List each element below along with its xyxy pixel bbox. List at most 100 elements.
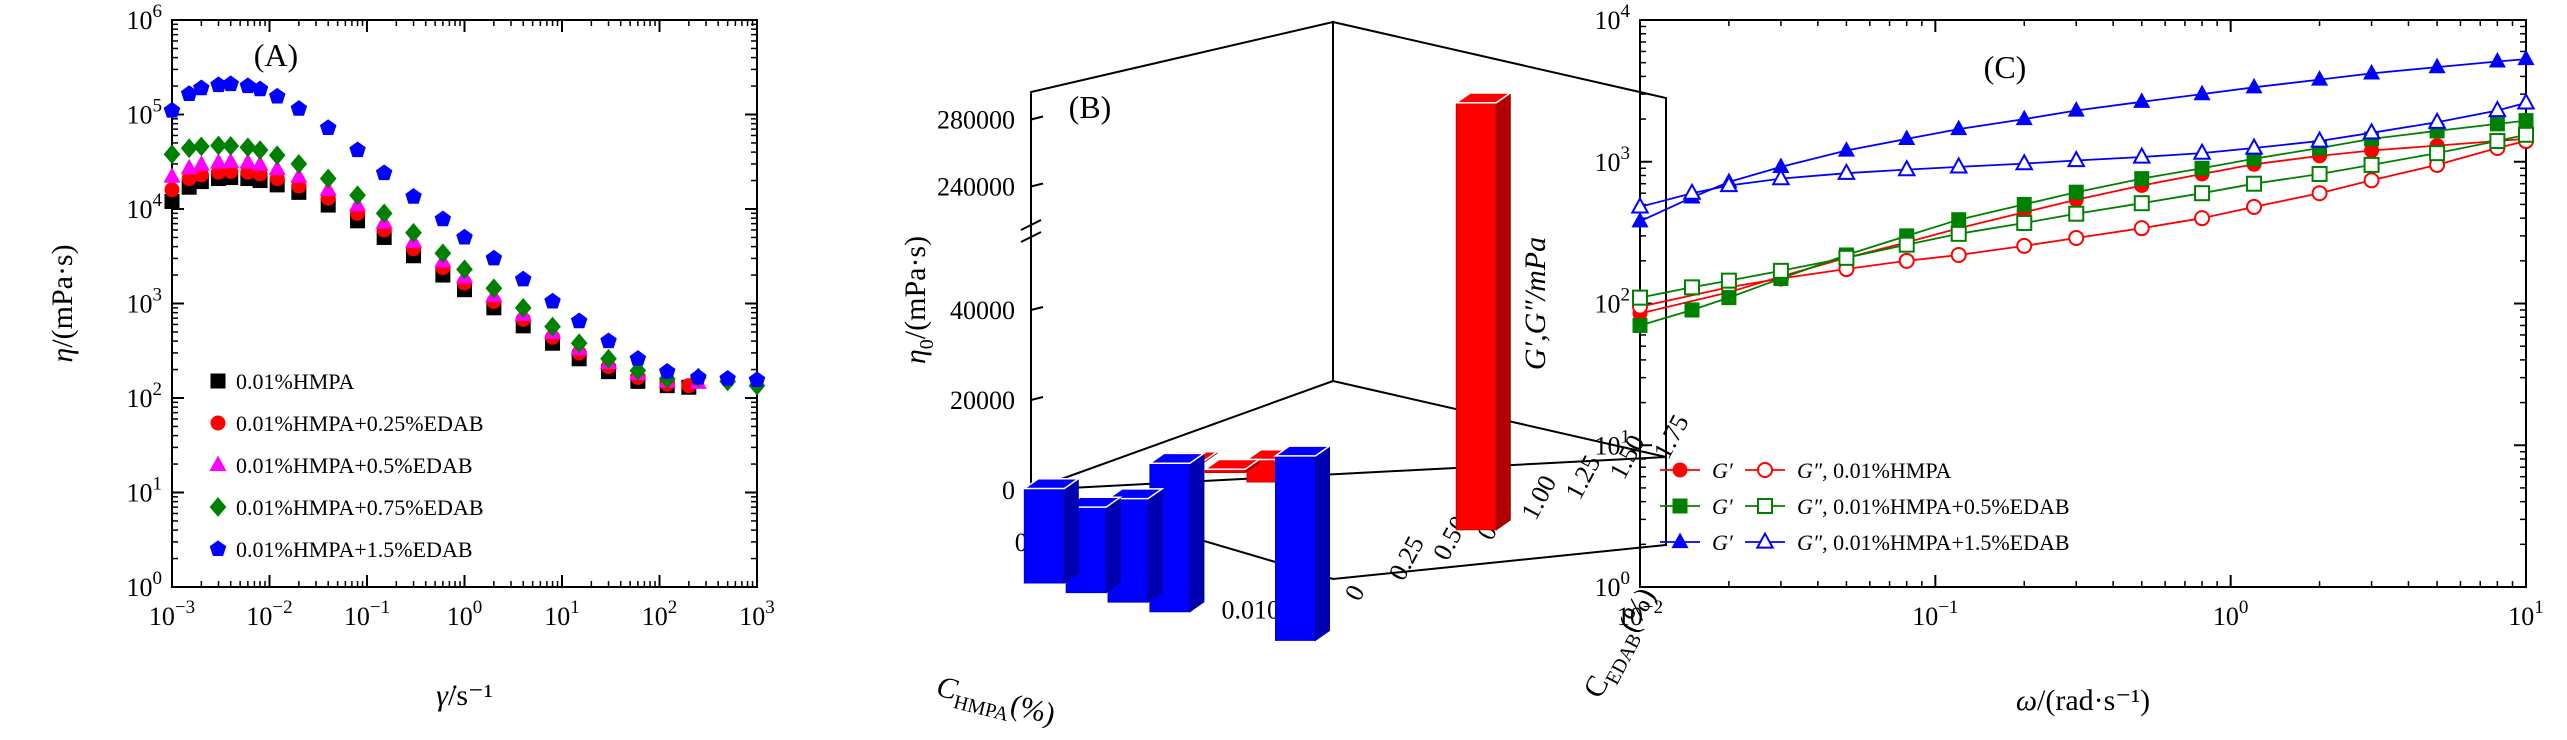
panel-c-data-point: [2192, 142, 2212, 160]
panel-c-data-point: [1632, 289, 1648, 306]
panel-a-x-tick-label: 102: [642, 597, 678, 631]
panel-a-data-point: [192, 136, 210, 157]
panel-b-y-tick-mark: [1030, 306, 1044, 311]
panel-a-data-point: [349, 141, 366, 158]
panel-b-bar-top: [1273, 445, 1332, 457]
panel-c-series-line: [1639, 140, 2527, 308]
panel-b-y-axis-symbol: η: [899, 349, 932, 364]
panel-a-legend-label: 0.01%HMPA: [236, 369, 354, 394]
panel-a-x-tick-label-base: 10: [149, 602, 175, 631]
panel-a-y-axis-unit: /(mPa·s): [46, 244, 79, 347]
panel-a-series-0: [164, 170, 697, 395]
panel-a-data-point: [434, 210, 452, 227]
panel-c-y-tick-label-exp: 3: [1621, 143, 1631, 164]
panel-c-legend-g2: G″: [1797, 530, 1823, 555]
panel-c-data-point: [2134, 171, 2150, 187]
panel-b-back-wall-right: [1332, 20, 1667, 459]
panel-c-data-point: [2311, 185, 2328, 202]
panel-a-y-tick-label-exp: 6: [153, 1, 163, 22]
panel-c-legend-g2: G″: [1797, 458, 1823, 483]
panel-a-legend-marker: [210, 373, 226, 389]
panel-c-data-point: [1684, 279, 1701, 296]
panel-c-data-point: [1950, 225, 1967, 242]
panel-b-y-axis-sub: 0: [916, 339, 938, 349]
panel-c-data-point: [2311, 70, 2329, 86]
panel-b-floor: [1030, 455, 1667, 581]
panel-c-legend-marker-filled: [1671, 532, 1689, 549]
panel-a-y-tick-label-base: 10: [127, 195, 153, 224]
panel-c-data-point: [1898, 252, 1915, 269]
panel-b-label: (B): [1069, 89, 1112, 125]
panel-a-data-point: [163, 101, 181, 118]
panel-c-data-point: [2489, 133, 2506, 150]
panel-a-legend-label: 0.01%HMPA+0.5%EDAB: [236, 453, 473, 478]
panel-a-data-point: [192, 155, 210, 171]
panel-a-data-point: [375, 203, 393, 224]
panel-a-y-tick-label-exp: 2: [153, 379, 163, 400]
panel-c-data-point: [2363, 172, 2380, 189]
panel-a-legend-marker: [210, 415, 226, 431]
panel-c-legend-g2: G″: [1797, 494, 1823, 519]
panel-a-data-point: [514, 297, 532, 318]
panel-c-legend-text: , 0.01%HMPA+1.5%EDAB: [1822, 530, 2070, 555]
panel-a-data-point: [251, 80, 269, 97]
panel-a-y-tick-label-base: 10: [127, 290, 153, 319]
panel-b-axis-break-mark: [1020, 231, 1042, 243]
panel-c-series-2: [1632, 113, 2534, 333]
panel-b-bar: [1273, 445, 1332, 642]
panel-c-data-point: [2427, 111, 2447, 129]
panel-b-bar-top: [1021, 477, 1081, 490]
panel-a-data-point: [405, 222, 422, 243]
panel-c-legend-marker-filled: [1672, 498, 1688, 514]
panel-c-data-point: [2363, 63, 2381, 80]
panel-c-data-point: [2068, 205, 2085, 222]
panel-c-data-point: [1837, 162, 1856, 180]
panel-c-data-point: [2488, 52, 2506, 68]
panel-a-data-point: [209, 153, 228, 169]
panel-c-x-tick-label: 10−2: [1617, 597, 1663, 631]
panel-b-y-tick-mark: [1030, 396, 1044, 401]
panel-a-data-point: [290, 154, 308, 174]
panel-b-bar-side: [1105, 496, 1121, 594]
panel-a-y-tick-label-exp: 0: [153, 568, 163, 589]
panel-c-legend-marker-open: [1755, 531, 1775, 549]
panel-c-data-point: [2311, 165, 2328, 182]
panel-c-y-axis-label: G′,G″/mPa: [1519, 237, 1552, 370]
panel-c-y-tick-label-base: 10: [1595, 6, 1621, 35]
panel-c-x-tick-label-base: 10: [2213, 602, 2239, 631]
panel-c-data-point: [1950, 246, 1967, 263]
panel-a-data-point: [719, 370, 736, 386]
panel-a-data-point: [222, 152, 240, 169]
panel-c-x-tick-label-exp: −2: [1643, 597, 1663, 618]
panel-a-series-3: [163, 135, 766, 396]
panel-c-data-point: [2516, 92, 2536, 110]
panel-b-bar-side: [1314, 445, 1330, 642]
panel-c-x-tick-label: 101: [2508, 597, 2544, 631]
panel-b-bar: [1202, 458, 1262, 474]
panel-c-data-point: [1771, 168, 1791, 186]
panel-c-data-point: [1684, 302, 1700, 318]
panel-a-data-point: [210, 135, 227, 156]
panel-c-data-point: [2016, 196, 2032, 212]
panel-b-bar-top: [1202, 458, 1262, 471]
panel-a-y-tick-label-exp: 1: [153, 474, 163, 495]
panel-a-data-point: [349, 185, 366, 206]
panel-a-data-point: [456, 228, 473, 245]
panel-a-y-tick-label-base: 10: [127, 479, 153, 508]
panel-a-y-tick-label-base: 10: [127, 573, 153, 602]
panel-a-data-point: [269, 87, 286, 104]
panel-c-y-tick-label: 103: [1595, 143, 1631, 177]
panel-c-data-point: [1898, 236, 1915, 253]
panel-a-y-tick-label: 103: [127, 285, 163, 319]
panel-c-data-point: [2310, 130, 2329, 148]
panel-a-x-tick-label-base: 10: [344, 602, 370, 631]
panel-c-data-point: [2518, 126, 2534, 143]
panel-a-data-point: [434, 243, 452, 264]
panel-c-legend-text: , 0.01%HMPA: [1822, 458, 1951, 483]
panel-c-data-point: [1950, 119, 1968, 136]
panel-c-data-point: [2517, 49, 2535, 66]
panel-c-data-point: [2489, 116, 2505, 132]
panel-b-edab-tick-label: 0.25: [1383, 531, 1430, 585]
panel-a-legend-marker: [209, 497, 227, 517]
panel-c-legend-label: G″, 0.01%HMPA+0.5%EDAB: [1797, 494, 2070, 519]
